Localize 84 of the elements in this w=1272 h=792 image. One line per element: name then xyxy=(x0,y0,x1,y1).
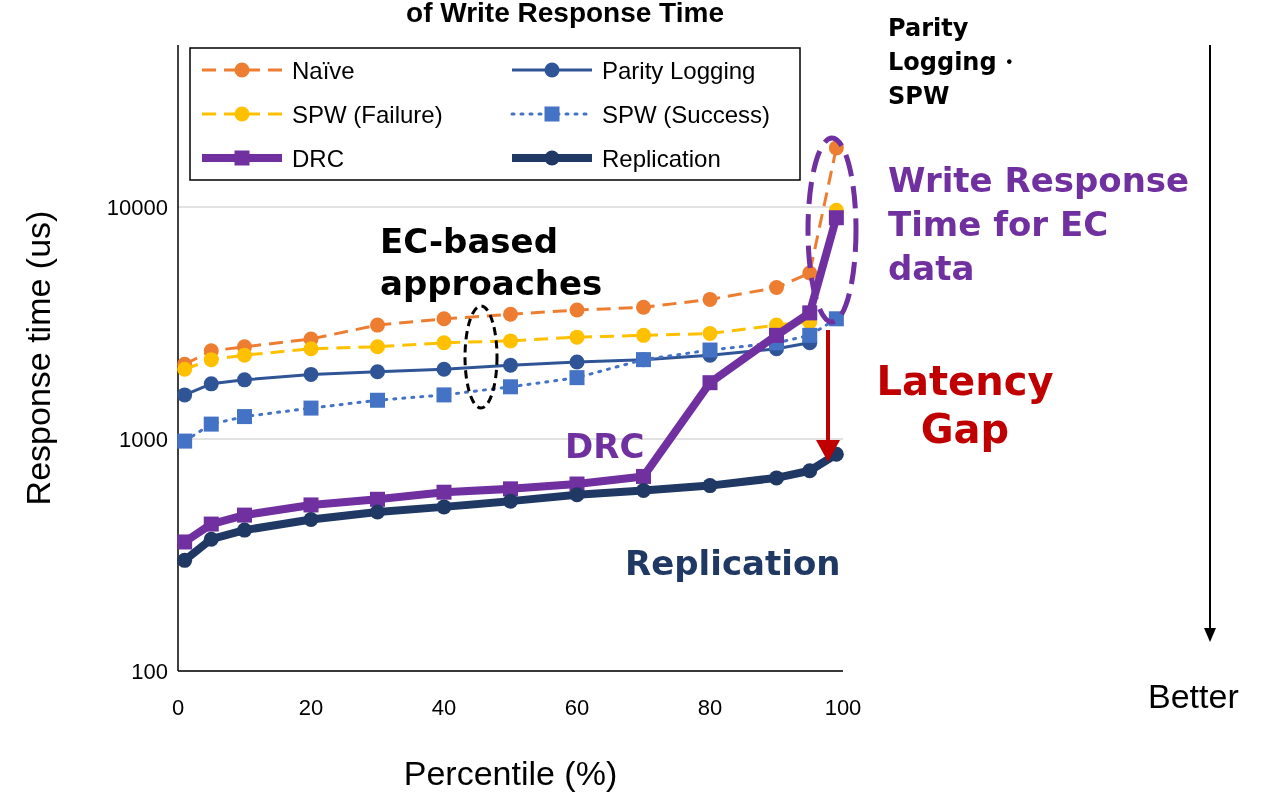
point xyxy=(237,347,252,363)
point xyxy=(237,372,252,388)
legend-label: Replication xyxy=(602,144,721,172)
point xyxy=(702,326,718,342)
point xyxy=(370,339,385,355)
annotation: DRC xyxy=(565,426,645,466)
point xyxy=(436,499,452,515)
point xyxy=(702,291,718,307)
point xyxy=(569,354,585,370)
y-tick-label: 100 xyxy=(131,658,168,684)
y-axis-title: Response time (us) xyxy=(19,210,57,506)
legend-label: Naïve xyxy=(292,56,355,84)
point xyxy=(569,487,585,503)
point xyxy=(303,341,319,357)
point xyxy=(370,392,385,408)
point xyxy=(203,531,219,547)
legend-label: SPW (Success) xyxy=(602,100,771,128)
point xyxy=(702,375,718,391)
point xyxy=(303,497,319,513)
point xyxy=(802,327,818,343)
point xyxy=(303,511,319,527)
point xyxy=(177,552,193,568)
point xyxy=(702,478,718,494)
x-tick-label: 60 xyxy=(564,695,590,720)
point xyxy=(702,342,718,358)
point xyxy=(177,387,193,403)
point xyxy=(802,305,818,321)
point xyxy=(636,299,651,315)
legend-label: Parity Logging xyxy=(602,56,756,84)
point xyxy=(769,470,784,486)
point xyxy=(802,463,818,479)
point xyxy=(203,516,219,532)
point xyxy=(203,352,219,368)
point xyxy=(828,210,844,226)
x-tick-label: 100 xyxy=(824,695,862,720)
text: Write Response Time for EC data xyxy=(888,160,1190,288)
annotation: Replication xyxy=(625,543,841,583)
point xyxy=(370,504,385,520)
point xyxy=(370,364,385,380)
text: Better xyxy=(1148,677,1239,715)
x-tick-label: 20 xyxy=(298,695,324,720)
point xyxy=(237,522,252,538)
point xyxy=(769,280,784,296)
x-tick-label: 80 xyxy=(697,695,723,720)
point xyxy=(237,507,252,523)
x-tick-label: 40 xyxy=(431,695,457,720)
point xyxy=(503,333,518,349)
point xyxy=(503,379,518,395)
point xyxy=(203,376,219,392)
point xyxy=(503,493,518,509)
annotation: EC-based approaches xyxy=(380,221,603,303)
point xyxy=(177,534,193,550)
legend-label: DRC xyxy=(292,144,344,172)
point xyxy=(436,311,452,327)
text: Latency Gap xyxy=(876,358,1054,452)
x-axis-title: Percentile (%) xyxy=(403,754,618,792)
point xyxy=(177,433,193,449)
point xyxy=(203,416,219,432)
point xyxy=(503,481,518,497)
point xyxy=(636,327,651,343)
point xyxy=(436,387,452,403)
point xyxy=(303,400,319,416)
point xyxy=(177,361,193,377)
point xyxy=(569,370,585,386)
point xyxy=(569,302,585,318)
point xyxy=(636,483,651,499)
point xyxy=(569,329,585,345)
point xyxy=(303,366,319,382)
point xyxy=(503,306,518,322)
point xyxy=(237,409,252,425)
y-tick-label: 1000 xyxy=(119,426,168,452)
point xyxy=(436,361,452,377)
point xyxy=(370,317,385,333)
chart-title: of Write Response Time xyxy=(406,0,724,28)
point xyxy=(436,335,452,351)
legend-label: SPW (Failure) xyxy=(292,100,443,128)
point xyxy=(769,327,784,343)
x-tick-label: 0 xyxy=(171,695,185,720)
point xyxy=(503,357,518,373)
text: Parity Logging・SPW xyxy=(888,14,1021,110)
point xyxy=(370,491,385,507)
point xyxy=(636,468,651,484)
y-tick-label: 10000 xyxy=(106,194,168,220)
point xyxy=(436,484,452,500)
